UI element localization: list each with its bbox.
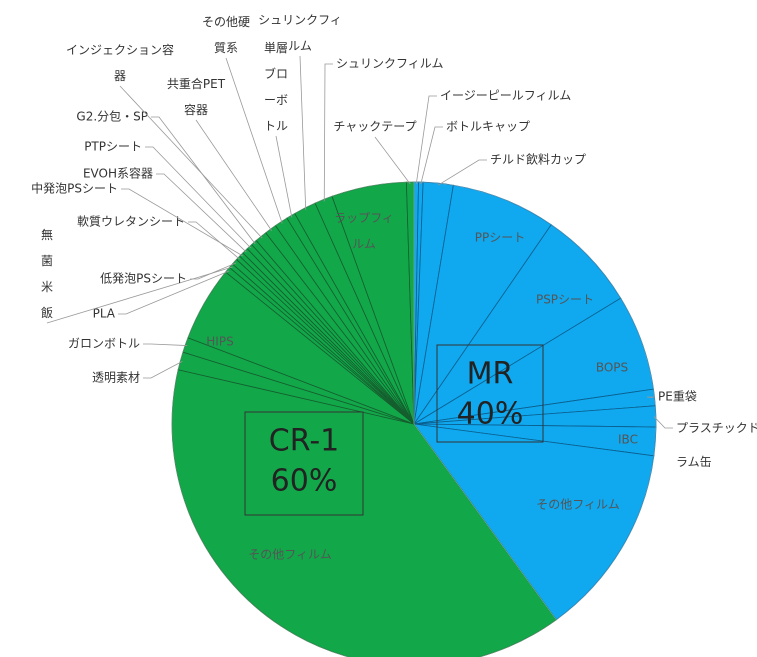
leader-line — [188, 221, 240, 260]
slice-label: その他フィルム — [248, 548, 332, 562]
slice-label: PE重袋 — [658, 390, 697, 404]
leader-line — [190, 262, 237, 280]
pie-slice — [413, 184, 552, 425]
slice-label: 透明素材 — [92, 371, 140, 385]
leader-line — [646, 396, 655, 399]
slice-label: 低発泡PSシート — [100, 272, 187, 286]
leader-line — [420, 126, 443, 185]
slice-label: EVOH系容器 — [83, 166, 153, 181]
slice-label: 中発泡PSシート — [31, 181, 118, 196]
slice-label: 共重合PET 容器 — [167, 76, 226, 117]
leader-line — [275, 135, 293, 218]
leader-line — [46, 266, 233, 324]
slice-label: 無菌米飯 — [41, 227, 53, 320]
slice-label: その他フィルム — [536, 498, 620, 512]
leader-line — [143, 361, 183, 379]
group-outline — [171, 181, 557, 657]
group-name: CR-1 — [269, 424, 340, 459]
group-box — [244, 411, 364, 516]
slice-label: PSPシート — [536, 293, 594, 307]
slice-label: 単層ブローボトル — [264, 41, 288, 133]
slice-label: 軟質ウレタンシート — [77, 214, 185, 229]
pie-slice — [405, 181, 415, 425]
slice-label: シュリンクフィルム — [336, 57, 444, 71]
group-box — [436, 344, 544, 443]
leader-line — [415, 95, 437, 185]
group-value: 60% — [271, 464, 338, 499]
leader-line — [118, 270, 230, 315]
slice-label: IBC — [618, 433, 638, 447]
leader-line — [653, 416, 673, 429]
slice-label: その他硬質系 — [202, 15, 250, 55]
slice-label: イージーピールフィルム — [440, 89, 571, 103]
slice-label: PPシート — [475, 231, 525, 245]
slice-label: ラップフィルム — [334, 211, 394, 251]
slice-label: チャックテープ — [333, 120, 416, 134]
slice-label: シュリンクフィルム — [258, 13, 342, 53]
slice-label: チルド飲料カップ — [490, 152, 586, 167]
pie-slice — [171, 369, 557, 657]
slice-label: PLA — [93, 307, 116, 321]
slice-label: インジェクション容器 — [66, 42, 174, 83]
slice-label: PTPシート — [84, 140, 142, 154]
pie-slice — [413, 423, 655, 621]
slice-label: G2.分包・SP — [76, 110, 148, 124]
leader-line — [143, 343, 188, 346]
leader-line — [156, 173, 247, 253]
leader-line — [225, 57, 283, 224]
leader-line — [437, 159, 487, 186]
leader-line — [145, 146, 252, 249]
leader-line — [299, 55, 307, 210]
group-name: MR — [467, 357, 514, 392]
slice-label: HIPS — [206, 335, 233, 349]
slice-label: プラスチックドラム缶 — [676, 421, 757, 469]
leader-line — [323, 63, 333, 202]
slice-label: ボトルキャップ — [446, 120, 530, 134]
slice-label: ガロンボトル — [68, 337, 140, 351]
leader-line — [151, 116, 256, 245]
leader-line — [195, 119, 273, 231]
group-outline — [413, 181, 657, 621]
leader-line — [121, 188, 243, 257]
group-value: 40% — [457, 397, 524, 432]
slice-label: BOPS — [596, 361, 628, 375]
leader-line — [374, 136, 411, 185]
leader-line — [119, 85, 263, 239]
